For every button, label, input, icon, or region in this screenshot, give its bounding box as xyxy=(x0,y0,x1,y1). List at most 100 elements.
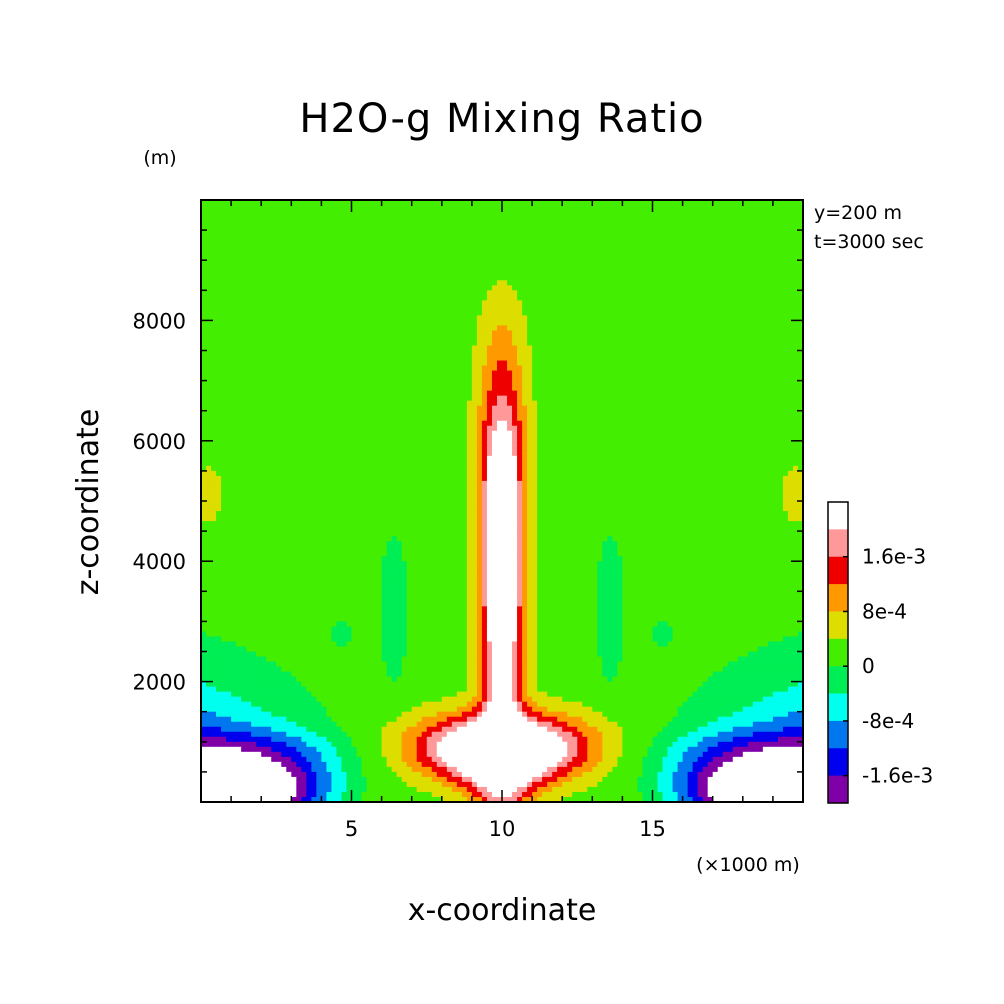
field-cell xyxy=(496,320,503,327)
field-cell xyxy=(572,275,578,281)
field-cell xyxy=(276,300,282,306)
field-cell xyxy=(381,350,388,357)
field-cell xyxy=(627,250,634,256)
field-cell xyxy=(246,255,252,261)
field-cell xyxy=(286,390,292,397)
field-cell xyxy=(396,320,403,327)
field-cell xyxy=(627,295,634,301)
field-cell xyxy=(797,240,804,246)
field-cell xyxy=(456,280,463,286)
field-cell xyxy=(351,220,358,226)
field-cell xyxy=(652,335,659,342)
field-cell xyxy=(747,360,754,367)
field-cell xyxy=(311,360,317,367)
field-cell xyxy=(391,250,398,256)
field-cell xyxy=(216,395,222,402)
field-cell xyxy=(476,405,483,412)
field-cell xyxy=(406,350,413,357)
field-cell xyxy=(261,230,267,236)
field-cell xyxy=(662,220,669,226)
field-cell xyxy=(361,365,368,372)
field-cell xyxy=(271,385,277,392)
field-cell xyxy=(211,365,217,372)
field-cell xyxy=(522,220,528,226)
field-cell xyxy=(727,370,734,377)
field-cell xyxy=(466,255,473,261)
field-cell xyxy=(667,200,674,206)
field-cell xyxy=(286,320,292,327)
field-cell xyxy=(607,365,613,372)
field-cell xyxy=(507,325,513,332)
field-cell xyxy=(276,305,282,311)
field-cell xyxy=(607,400,613,407)
field-cell xyxy=(461,355,468,362)
field-cell xyxy=(782,340,789,347)
field-cell xyxy=(662,330,669,337)
field-cell xyxy=(752,255,759,261)
field-cell xyxy=(221,390,227,397)
field-cell xyxy=(522,320,528,327)
field-cell xyxy=(522,245,528,251)
field-cell xyxy=(241,385,247,392)
field-cell xyxy=(567,360,573,367)
field-cell xyxy=(507,400,513,407)
field-cell xyxy=(607,355,613,362)
field-cell xyxy=(451,335,458,342)
field-cell xyxy=(441,215,448,221)
field-cell xyxy=(276,355,282,362)
field-cell xyxy=(727,330,734,337)
field-cell xyxy=(296,295,302,301)
field-cell xyxy=(256,245,262,251)
field-cell xyxy=(602,340,608,347)
field-cell xyxy=(491,320,498,327)
field-cell xyxy=(441,285,448,291)
field-cell xyxy=(707,315,714,321)
field-cell xyxy=(687,395,694,402)
field-cell xyxy=(216,320,222,327)
field-cell xyxy=(722,390,729,397)
field-cell xyxy=(466,215,473,221)
field-cell xyxy=(537,265,543,271)
field-cell xyxy=(617,325,623,332)
field-cell xyxy=(572,395,578,402)
field-cell xyxy=(431,295,438,301)
field-cell xyxy=(687,355,694,362)
field-cell xyxy=(496,405,503,412)
field-cell xyxy=(266,400,272,407)
field-cell xyxy=(742,230,749,236)
field-cell xyxy=(436,280,443,286)
field-cell xyxy=(276,270,282,276)
field-cell xyxy=(592,210,598,216)
field-cell xyxy=(476,400,483,407)
field-cell xyxy=(371,215,378,221)
field-cell xyxy=(762,220,769,226)
field-cell xyxy=(622,285,629,291)
field-cell xyxy=(271,270,277,276)
field-cell xyxy=(602,275,608,281)
field-cell xyxy=(421,375,428,382)
field-cell xyxy=(782,255,789,261)
field-cell xyxy=(466,350,473,357)
field-cell xyxy=(366,260,373,266)
field-cell xyxy=(391,315,398,321)
field-cell xyxy=(552,260,558,266)
field-cell xyxy=(707,215,714,221)
field-cell xyxy=(697,300,704,306)
field-cell xyxy=(226,385,232,392)
field-cell xyxy=(612,400,618,407)
field-cell xyxy=(236,335,242,342)
field-cell xyxy=(366,275,373,281)
field-cell xyxy=(331,380,338,387)
field-cell xyxy=(637,375,644,382)
field-cell xyxy=(562,275,568,281)
field-cell xyxy=(461,295,468,301)
field-cell xyxy=(206,275,212,281)
field-cell xyxy=(436,205,443,211)
field-cell xyxy=(552,395,558,402)
field-cell xyxy=(236,305,242,311)
field-cell xyxy=(762,290,769,296)
field-cell xyxy=(261,405,267,412)
field-cell xyxy=(762,235,769,241)
field-cell xyxy=(451,320,458,327)
field-cell xyxy=(436,340,443,347)
